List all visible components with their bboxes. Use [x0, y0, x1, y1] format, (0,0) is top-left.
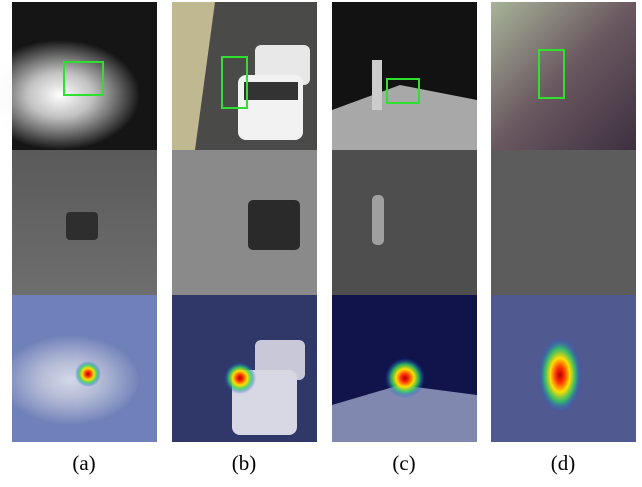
panel-label: (c) [392, 451, 415, 475]
panel-label: (d) [551, 451, 576, 475]
figure: (a) (b) (c) (d) [0, 0, 642, 487]
visible-row [0, 2, 636, 150]
thermal-d [491, 150, 636, 295]
panel-label: (a) [72, 451, 95, 475]
thermal-c [332, 150, 477, 295]
heatmap-row [0, 295, 636, 442]
panel-label: (b) [232, 451, 257, 475]
thermal-row [12, 150, 636, 295]
